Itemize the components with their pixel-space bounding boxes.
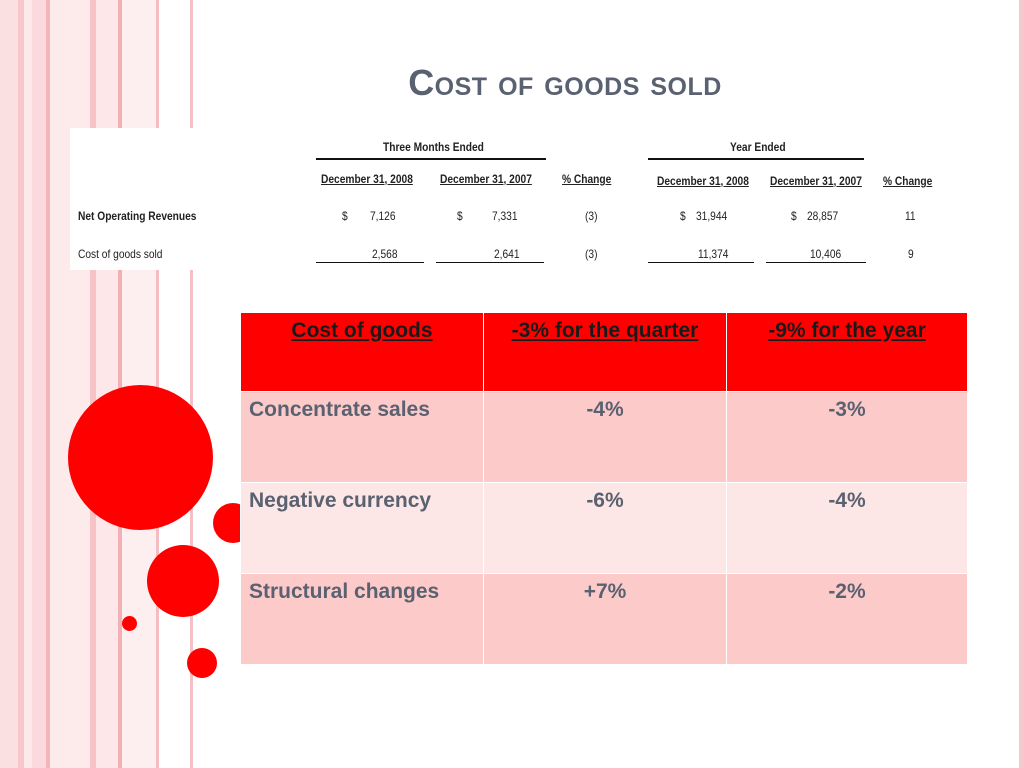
- cell: 11,374: [698, 247, 729, 261]
- col-header-y-change: % Change: [883, 174, 933, 188]
- quarter-value: -6%: [483, 482, 727, 574]
- col-header-q-change: % Change: [562, 172, 612, 186]
- col-header-q-2007: December 31, 2007: [440, 172, 532, 186]
- table-row: Concentrate sales -4% -3%: [240, 391, 968, 483]
- decor-circle-medium: [147, 545, 219, 617]
- cell: 2,641: [494, 247, 520, 261]
- decor-circle-tiny: [122, 616, 137, 631]
- row-label: Negative currency: [240, 482, 484, 574]
- cell: 11: [905, 209, 916, 223]
- summary-table: Cost of goods -3% for the quarter -9% fo…: [240, 312, 968, 665]
- row-label-cogs: Cost of goods sold: [78, 247, 163, 261]
- cell: $: [457, 209, 463, 223]
- cell: 2,568: [372, 247, 398, 261]
- slide-title: Cost of goods sold: [408, 62, 722, 103]
- cell: 9: [908, 247, 914, 261]
- financial-excerpt: Three Months Ended Year Ended December 3…: [70, 128, 970, 270]
- cell: 28,857: [807, 209, 839, 223]
- cell: $: [680, 209, 686, 223]
- cell: 31,944: [696, 209, 728, 223]
- col-header-y-2008: December 31, 2008: [657, 174, 749, 188]
- cell: (3): [585, 209, 598, 223]
- cell: (3): [585, 247, 598, 261]
- row-label-net-revenues: Net Operating Revenues: [78, 209, 197, 223]
- decor-circle-large: [68, 385, 213, 530]
- group-header-year: Year Ended: [730, 140, 786, 154]
- quarter-value: +7%: [483, 573, 727, 665]
- row-label: Concentrate sales: [240, 391, 484, 483]
- cell: 10,406: [810, 247, 842, 261]
- decor-circle-small: [187, 648, 217, 678]
- col-header-q-2008: December 31, 2008: [321, 172, 413, 186]
- header-quarter: -3% for the quarter: [483, 312, 727, 392]
- year-value: -2%: [726, 573, 968, 665]
- cell: 7,331: [492, 209, 518, 223]
- quarter-value: -4%: [483, 391, 727, 483]
- table-row: Structural changes +7% -2%: [240, 573, 968, 665]
- group-header-three-months: Three Months Ended: [383, 140, 484, 154]
- table-row: Negative currency -6% -4%: [240, 482, 968, 574]
- header-year: -9% for the year: [726, 312, 968, 392]
- cell: 7,126: [370, 209, 396, 223]
- row-label: Structural changes: [240, 573, 484, 665]
- header-cost-of-goods: Cost of goods: [240, 312, 484, 392]
- col-header-y-2007: December 31, 2007: [770, 174, 862, 188]
- year-value: -3%: [726, 391, 968, 483]
- year-value: -4%: [726, 482, 968, 574]
- cell: $: [342, 209, 348, 223]
- cell: $: [791, 209, 797, 223]
- table-header-row: Cost of goods -3% for the quarter -9% fo…: [240, 312, 968, 392]
